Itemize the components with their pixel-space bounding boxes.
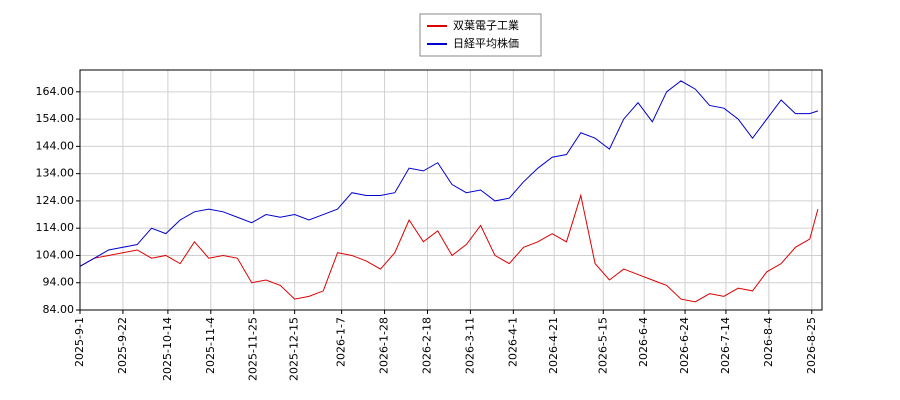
x-tick-label: 2026-6-24 xyxy=(678,317,691,374)
series-line xyxy=(79,193,819,303)
x-tick-label: 2025-9-1 xyxy=(73,317,86,367)
legend-label: 双葉電子工業 xyxy=(453,18,519,32)
y-tick-label: 104.00 xyxy=(36,248,75,261)
x-tick-label: 2026-8-4 xyxy=(762,317,775,367)
series-line xyxy=(79,80,819,267)
y-tick-label: 164.00 xyxy=(36,85,75,98)
legend-label: 日経平均株価 xyxy=(453,36,519,50)
x-tick-label: 2025-11-4 xyxy=(204,317,217,374)
x-tick-label: 2025-12-15 xyxy=(288,317,301,381)
plot-frame xyxy=(79,69,823,311)
y-tick-label: 144.00 xyxy=(36,139,75,152)
legend-box xyxy=(419,13,542,57)
x-tick-label: 2026-4-21 xyxy=(547,317,560,374)
y-tick-label: 114.00 xyxy=(36,221,75,234)
x-tick-label: 2026-7-14 xyxy=(719,317,732,374)
x-tick-label: 2025-10-14 xyxy=(161,317,174,381)
x-tick-label: 2026-6-4 xyxy=(637,317,650,367)
x-tick-label: 2025-11-25 xyxy=(247,317,260,381)
lines xyxy=(79,80,819,303)
x-tick-label: 2026-1-28 xyxy=(378,317,391,374)
x-tick-label: 2026-5-15 xyxy=(596,317,609,374)
y-tick-label: 134.00 xyxy=(36,167,75,180)
x-tick-label: 2026-4-1 xyxy=(506,317,519,367)
x-tick-label: 2026-8-25 xyxy=(805,317,818,374)
y-tick-label: 124.00 xyxy=(36,194,75,207)
y-tick-label: 94.00 xyxy=(43,276,75,289)
x-tick-label: 2026-3-11 xyxy=(463,317,476,374)
x-tick-label: 2025-9-22 xyxy=(116,317,129,374)
grid xyxy=(76,70,822,314)
x-tick-label: 2026-1-7 xyxy=(335,317,348,367)
y-tick-label: 154.00 xyxy=(36,112,75,125)
x-tick-label: 2026-2-18 xyxy=(420,317,433,374)
y-tick-label: 84.00 xyxy=(43,303,75,316)
